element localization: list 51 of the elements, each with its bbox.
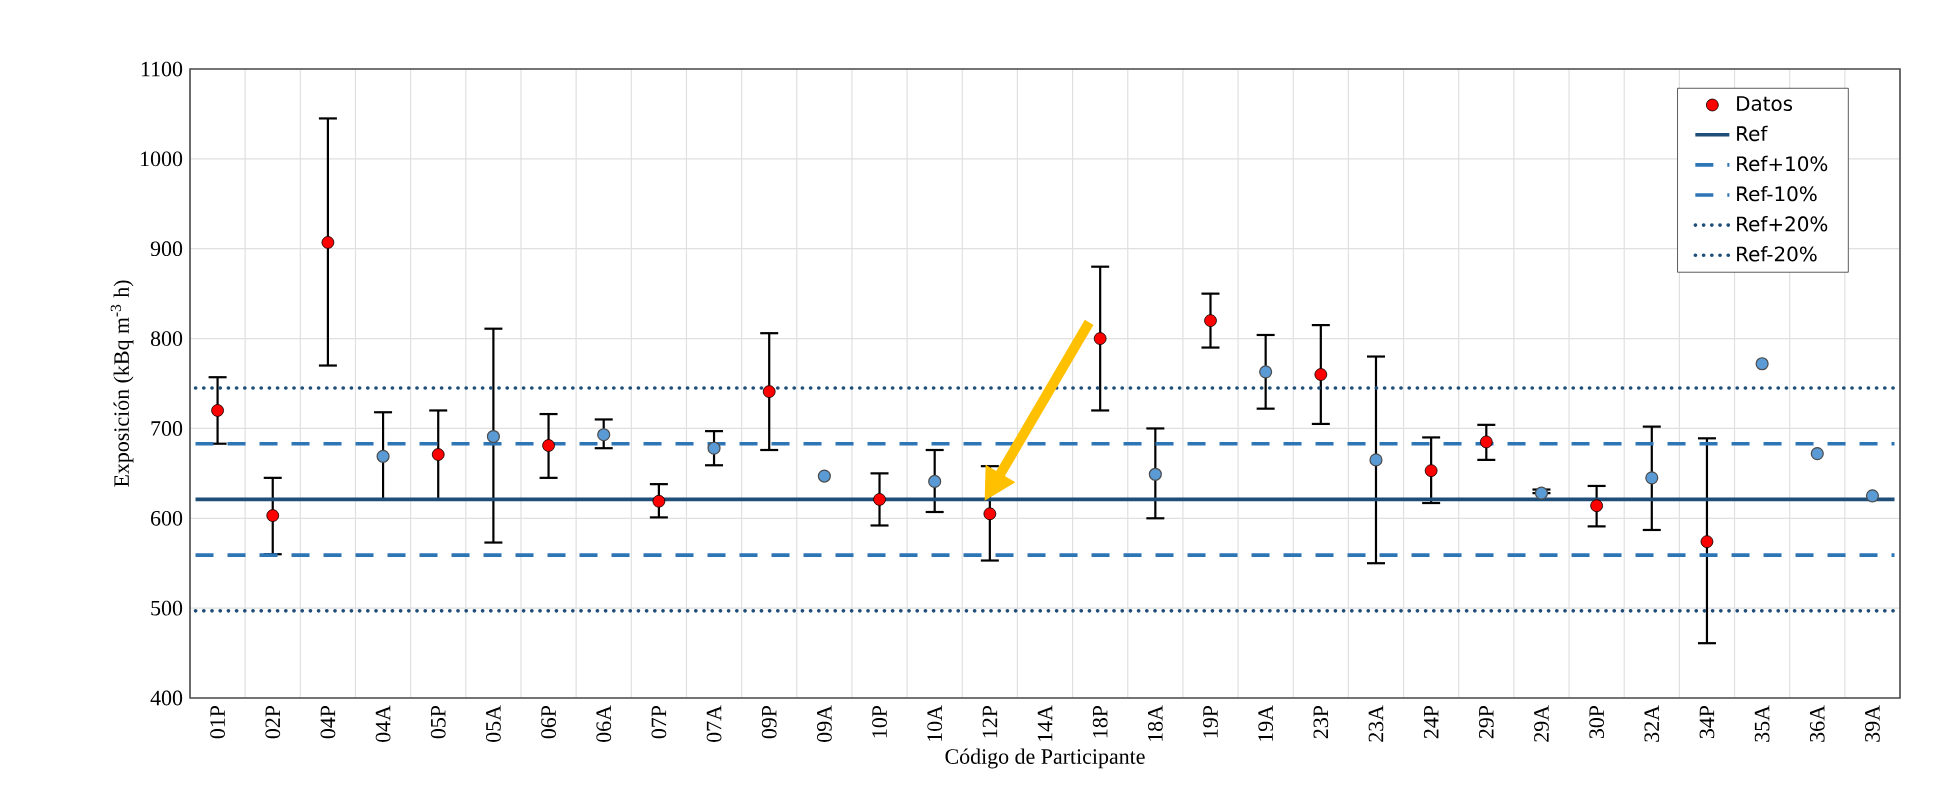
x-tick-label: 06A [596, 705, 612, 742]
x-tick-label: 12P [982, 705, 998, 738]
point [1755, 357, 1769, 371]
y-tick-label: 1000 [141, 151, 183, 167]
x-tick-label: 19P [1203, 705, 1218, 738]
x-tick-label: 07A [706, 705, 722, 742]
legend-label: Ref [1737, 125, 1768, 142]
x-tick-label: 18P [1092, 705, 1108, 738]
x-tick-label: 01P [210, 705, 225, 739]
legend-label: Ref+20% [1737, 216, 1828, 232]
x-tick-label: 14A [1037, 705, 1053, 741]
x-tick-label: 05A [486, 705, 501, 742]
x-tick-label: 36A [1809, 705, 1825, 742]
x-tick-label: 29P [1478, 705, 1494, 739]
x-tick-label: 06P [541, 705, 556, 739]
y-tick-label: 500 [151, 600, 183, 616]
y-tick-label: 600 [151, 510, 183, 526]
x-tick-label: 07P [651, 705, 667, 739]
x-tick-label: 32A [1644, 705, 1660, 742]
legend-label: Datos [1737, 96, 1793, 112]
legend-label: Ref-10% [1737, 185, 1817, 202]
x-tick-label: 04P [320, 705, 336, 739]
point [817, 469, 831, 483]
x-tick-label: 04A [375, 705, 391, 742]
x-tick-label: 24P [1423, 705, 1439, 739]
legend-label: Ref-20% [1737, 246, 1817, 262]
y-axis-title: Exposición (kBq m$^{-3}$ h) [110, 280, 134, 487]
y-tick-label: 900 [150, 241, 183, 257]
x-tick-label: 09P [761, 705, 777, 739]
y-tick-label: 800 [150, 331, 183, 346]
x-tick-label: 39A [1865, 705, 1880, 742]
y-tick-label: 700 [151, 421, 183, 436]
x-tick-label: 09A [816, 705, 832, 742]
x-tick-label: 05P [430, 705, 446, 739]
x-tick-label: 18A [1147, 705, 1163, 741]
x-tick-label: 23P [1313, 705, 1329, 739]
x-tick-label: 10A [927, 705, 943, 741]
y-tick-label: 1100 [141, 61, 183, 77]
x-tick-label: 35A [1754, 705, 1770, 742]
x-axis-title: Código de Participante [945, 748, 1145, 769]
x-tick-label: 19A [1258, 705, 1274, 741]
x-tick-label: 30P [1589, 705, 1605, 739]
y-tick-label: 400 [150, 690, 183, 706]
x-tick-label: 10P [872, 705, 887, 738]
point [1865, 489, 1880, 503]
x-tick-label: 29A [1534, 705, 1549, 742]
x-tick-label: 23A [1368, 705, 1384, 742]
x-tick-label: 02P [265, 705, 281, 739]
point [1810, 447, 1824, 461]
legend-label: Ref+10% [1737, 155, 1828, 172]
x-tick-label: 34P [1699, 705, 1715, 739]
